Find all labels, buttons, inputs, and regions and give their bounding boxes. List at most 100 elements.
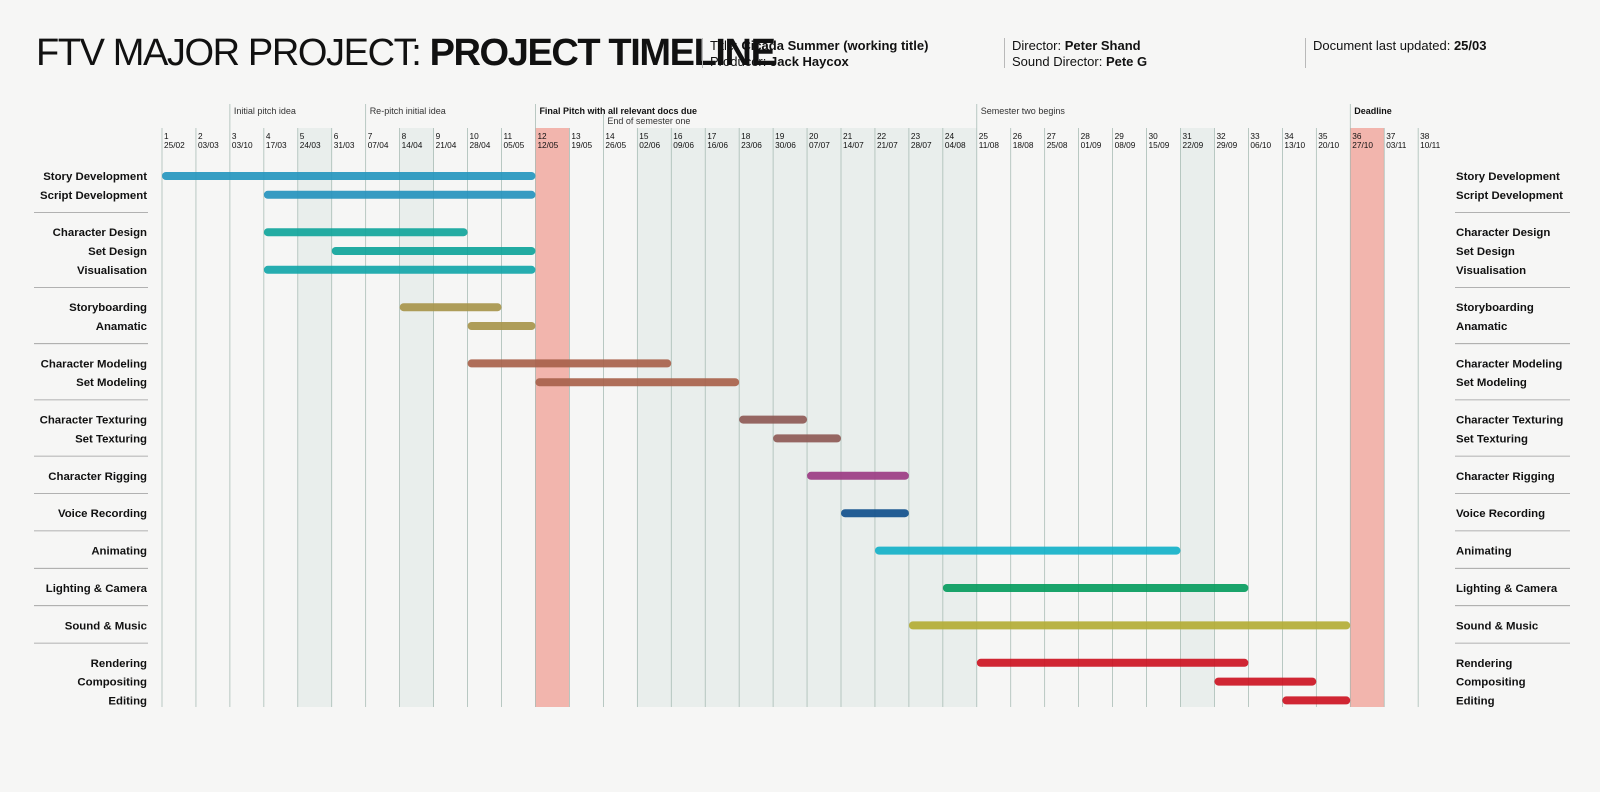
task-bar [976, 658, 1249, 667]
week-number-label: 12 [537, 131, 547, 141]
task-label-right: Story Development [1456, 171, 1560, 183]
task-label-right: Character Rigging [1456, 471, 1555, 483]
week-date-label: 16/06 [707, 140, 728, 150]
shaded-week-column [297, 128, 332, 707]
task-label-left: Set Texturing [75, 433, 147, 445]
task-label-right: Character Modeling [1456, 358, 1562, 370]
shaded-week-column [705, 128, 740, 707]
task-bar [263, 228, 468, 237]
meta-directors: Director: Peter Shand Sound Director: Pe… [1004, 38, 1148, 69]
task-label-right: Rendering [1456, 658, 1512, 670]
shaded-week-column [671, 128, 706, 707]
week-date-label: 17/03 [266, 140, 287, 150]
milestone-label: Re-pitch initial idea [370, 106, 446, 116]
week-number-label: 17 [707, 131, 717, 141]
highlight-week-column [1350, 128, 1385, 707]
week-number-label: 19 [775, 131, 785, 141]
week-date-label: 21/04 [436, 140, 457, 150]
task-label-right: Sound & Music [1456, 620, 1538, 632]
milestone-label: Final Pitch with all relevant docs due [539, 106, 697, 116]
task-label-right: Character Texturing [1456, 415, 1563, 427]
week-date-label: 03/11 [1386, 140, 1407, 150]
task-bar [467, 359, 672, 368]
week-date-label: 03/10 [232, 140, 253, 150]
meta-updated: Document last updated: 25/03 [1305, 38, 1486, 68]
week-number-label: 4 [266, 131, 271, 141]
task-bar [399, 303, 502, 312]
meta-title-producer: Title: Cicada Summer (working title) Pro… [702, 38, 929, 69]
task-bar [331, 247, 536, 255]
task-label-right: Anamatic [1456, 321, 1507, 333]
week-date-label: 26/05 [605, 140, 626, 150]
shaded-week-column [874, 128, 909, 707]
week-number-label: 13 [571, 131, 581, 141]
week-number-label: 30 [1149, 131, 1159, 141]
week-date-label: 28/04 [470, 140, 491, 150]
task-bar [467, 322, 536, 330]
meta-director-line: Director: Peter Shand [1012, 38, 1141, 53]
meta-director-value: Peter Shand [1064, 38, 1141, 53]
task-bar [263, 265, 536, 274]
shaded-week-column [942, 128, 977, 707]
week-number-label: 18 [741, 131, 751, 141]
week-number-label: 36 [1352, 131, 1362, 141]
week-date-label: 31/03 [334, 140, 355, 150]
task-label-right: Set Design [1456, 246, 1515, 258]
highlight-week-column [535, 128, 570, 707]
week-date-label: 23/06 [741, 140, 762, 150]
task-label-right: Character Design [1456, 227, 1550, 239]
week-number-label: 11 [504, 131, 513, 141]
task-bar [773, 434, 841, 443]
week-date-label: 29/09 [1216, 140, 1237, 150]
week-date-label: 06/10 [1250, 140, 1271, 150]
task-label-left: Storyboarding [69, 302, 147, 314]
week-date-label: 27/10 [1352, 140, 1373, 150]
week-number-label: 14 [605, 131, 615, 141]
task-label-right: Set Modeling [1456, 377, 1527, 389]
task-label-right: Set Texturing [1456, 433, 1528, 445]
week-number-label: 33 [1250, 131, 1260, 141]
week-number-label: 1 [164, 131, 169, 141]
meta-title-value: Cicada Summer (working title) [741, 38, 929, 53]
page-title-main: PROJECT TIMELINE [429, 32, 776, 74]
task-label-right: Visualisation [1456, 265, 1526, 277]
week-date-label: 28/07 [911, 140, 932, 150]
week-number-label: 2 [198, 131, 203, 141]
week-date-label: 25/08 [1047, 140, 1068, 150]
task-bar [908, 621, 1351, 630]
week-date-label: 15/09 [1149, 140, 1170, 150]
meta-updated-line: Document last updated: 25/03 [1313, 38, 1487, 53]
week-date-label: 12/05 [537, 140, 558, 150]
week-number-label: 7 [368, 131, 373, 141]
task-label-left: Editing [108, 695, 147, 707]
shaded-week-column [841, 128, 875, 707]
week-number-label: 32 [1216, 131, 1226, 141]
task-label-left: Anamatic [96, 321, 147, 333]
week-date-label: 04/08 [945, 140, 966, 150]
week-date-label: 07/04 [368, 140, 389, 150]
task-label-right: Compositing [1456, 677, 1526, 689]
shaded-week-column [637, 128, 672, 707]
meta-producer-value: Jack Haycox [770, 54, 849, 69]
task-label-right: Animating [1456, 546, 1512, 558]
task-bar [807, 471, 909, 480]
week-number-label: 6 [334, 131, 339, 141]
week-date-label: 20/10 [1318, 140, 1339, 150]
week-number-label: 35 [1318, 131, 1328, 141]
week-number-label: 20 [809, 131, 819, 141]
page-title-prefix: FTV MAJOR PROJECT: [36, 32, 422, 74]
week-date-label: 25/02 [164, 140, 185, 150]
week-date-label: 03/03 [198, 140, 219, 150]
task-bar [162, 172, 536, 180]
week-date-label: 02/06 [639, 140, 660, 150]
meta-sound-director-value: Pete G [1105, 54, 1148, 69]
meta-updated-value: 25/03 [1453, 38, 1487, 53]
week-number-label: 9 [436, 131, 441, 141]
task-bar [535, 378, 740, 387]
task-label-left: Character Modeling [41, 358, 147, 370]
task-label-left: Set Modeling [76, 377, 147, 389]
task-label-left: Lighting & Camera [46, 583, 148, 595]
task-label-left: Story Development [43, 171, 147, 183]
task-bar [841, 509, 909, 518]
task-label-left: Script Development [40, 190, 147, 202]
